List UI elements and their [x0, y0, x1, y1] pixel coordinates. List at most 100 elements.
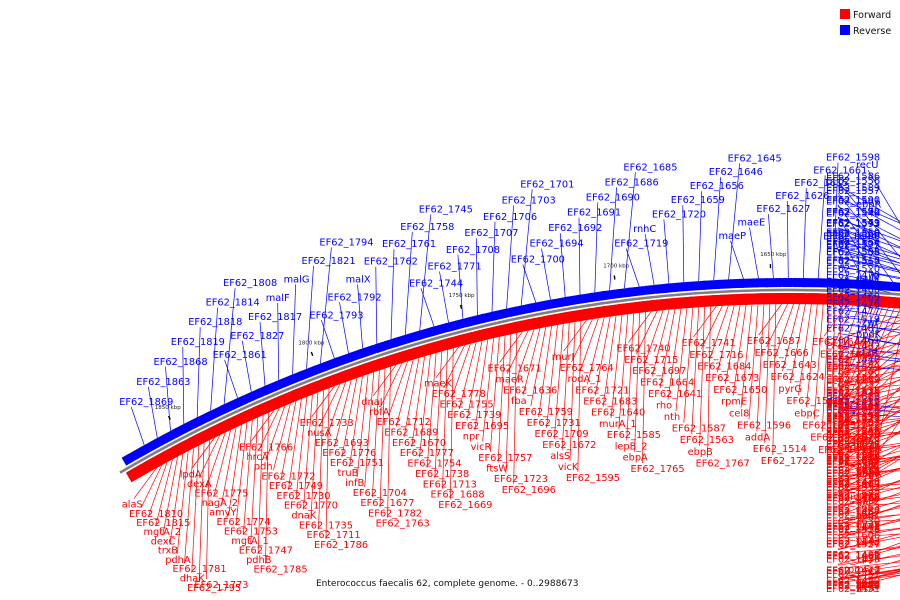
reverse-gene-label: maeP [719, 231, 747, 242]
forward-gene-label-leader [837, 444, 900, 469]
forward-gene-label-leader [837, 384, 900, 392]
forward-gene-label: EF62_1764 [560, 363, 614, 374]
forward-gene-label: EF62_1636 [503, 385, 557, 396]
forward-gene-label: EF62_1644 [812, 337, 866, 348]
forward-gene-label-leader [349, 375, 363, 468]
forward-gene-label-leader [250, 417, 259, 545]
forward-gene-label: vicK [558, 462, 579, 473]
forward-gene-label: nusA [307, 428, 332, 439]
strand-legend: Forward Reverse [840, 9, 891, 37]
reverse-gene-label: EF62_1627 [756, 204, 810, 215]
forward-gene-label-leader [821, 304, 830, 432]
forward-gene-label-leader [356, 373, 369, 478]
forward-gene-label-leader [837, 334, 900, 349]
forward-gene-label-leader [403, 357, 420, 437]
forward-gene-label-leader [213, 429, 232, 497]
forward-gene-label: EF62_1729 [826, 375, 880, 386]
forward-gene-label-leader [691, 307, 700, 435]
reverse-gene-label-leader [698, 191, 703, 282]
forward-gene-label: EF62_1526 [826, 525, 880, 536]
forward-gene-label: EF62_1478 [826, 477, 880, 488]
reverse-gene-label: EF62_1701 [520, 179, 574, 190]
forward-gene-label-leader [701, 305, 723, 349]
reverse-gene-label: EF62_1700 [511, 255, 565, 266]
forward-gene-label-leader [813, 304, 824, 420]
forward-gene-label-leader [837, 369, 900, 387]
forward-gene-label-leader [839, 305, 860, 361]
forward-gene-label-leader [333, 379, 352, 447]
reverse-gene-label-leader [559, 233, 566, 298]
forward-gene-label: EF62_1682 [826, 489, 880, 500]
forward-gene-label: EF62_1512 [826, 483, 880, 494]
reverse-gene-label: malF [266, 293, 290, 304]
forward-gene-label: EF62_1774 [217, 517, 271, 528]
forward-gene-label-leader [155, 459, 173, 527]
reverse-gene-label: EF62_1440 [826, 355, 880, 366]
reverse-gene-label: EF62_1593 [826, 219, 880, 230]
reverse-gene-label: EF62_1470 [826, 271, 880, 282]
forward-gene-label: npr [463, 432, 480, 443]
forward-gene-label-leader [514, 329, 535, 385]
forward-gene-label: sfsA [856, 580, 877, 591]
forward-gene-label-leader [388, 361, 408, 417]
forward-gene-label-leader [411, 356, 426, 448]
reverse-gene-arrow [893, 282, 900, 292]
forward-gene-label: EF62_1795 [187, 583, 241, 594]
forward-gene-label: ebpB [688, 447, 713, 458]
forward-gene-label-leader [837, 421, 900, 442]
reverse-gene-label-leader [320, 247, 332, 364]
forward-gene-label: EF62_1450 [826, 576, 880, 587]
forward-gene-label-leader [546, 324, 558, 428]
forward-gene-label: EF62_1675 [826, 430, 880, 441]
reverse-gene-label: EF62_1477 [826, 307, 880, 318]
reverse-gene-label: EF62_1792 [328, 292, 382, 303]
forward-gene-label-leader [140, 464, 163, 509]
forward-gene-label: EF62_1455 [826, 554, 880, 565]
reverse-gene-label-leader [837, 246, 900, 264]
reverse-gene-label: EF62_1561 [826, 197, 880, 208]
forward-gene-label: EF62_1730 [276, 491, 330, 502]
reverse-gene-label-leader [292, 284, 296, 375]
forward-gene-label-leader [837, 422, 900, 453]
forward-gene-label: EF62_1763 [376, 519, 430, 530]
reverse-gene-label-leader [594, 202, 599, 293]
forward-gene-label-leader [228, 424, 242, 516]
reverse-gene-label: EF62_1646 [709, 167, 763, 178]
reverse-gene-label: EF62_1570 [826, 207, 880, 218]
forward-gene-label: EF62_1464 [826, 479, 880, 490]
forward-gene-label-leader [169, 453, 184, 545]
forward-gene-label: EF62_1778 [432, 389, 486, 400]
forward-gene-label-leader [318, 383, 341, 428]
forward-gene-label: EF62_1687 [747, 336, 801, 347]
forward-gene-label: EF62_1724 [810, 433, 864, 444]
tick-label: 1700 kbp [603, 264, 629, 270]
forward-gene-label: rph [828, 362, 844, 373]
forward-gene-label-leader [443, 345, 466, 389]
forward-gene-label: ace [836, 374, 853, 385]
forward-gene-label: EF62_1448 [826, 581, 880, 592]
forward-gene-label: EF62_1723 [494, 474, 548, 485]
forward-gene-label-leader [837, 369, 900, 401]
forward-gene-label-leader [311, 385, 335, 418]
forward-gene-label-leader [837, 479, 900, 510]
forward-gene-label: EF62_1606 [826, 530, 880, 541]
forward-gene-label: EF62_1472 [826, 565, 880, 576]
forward-gene-label-leader [732, 304, 747, 396]
forward-gene-arrow [897, 297, 900, 309]
forward-gene-label: EF62_1563 [680, 435, 734, 446]
forward-gene-label-leader [758, 303, 782, 336]
forward-gene-label: murI [552, 352, 575, 363]
forward-gene-label: EF62_1517 [826, 469, 880, 480]
forward-gene-label: EF62_1641 [648, 389, 702, 400]
forward-gene-label-leader [310, 392, 319, 520]
forward-gene-label: EF62_1580 [826, 469, 880, 480]
forward-gene-label: EF62_1759 [519, 407, 573, 418]
forward-gene-label: EF62_1721 [575, 385, 629, 396]
forward-gene-label-leader [659, 309, 676, 389]
forward-gene-label: galE_1 [844, 440, 876, 451]
reverse-gene-label: galM [856, 273, 879, 284]
forward-gene-label: EF62_1511 [826, 493, 880, 504]
forward-gene-label-leader [837, 379, 900, 414]
reverse-gene-label: EF62_1594 [823, 231, 877, 242]
reverse-gene-label-leader [730, 240, 744, 279]
